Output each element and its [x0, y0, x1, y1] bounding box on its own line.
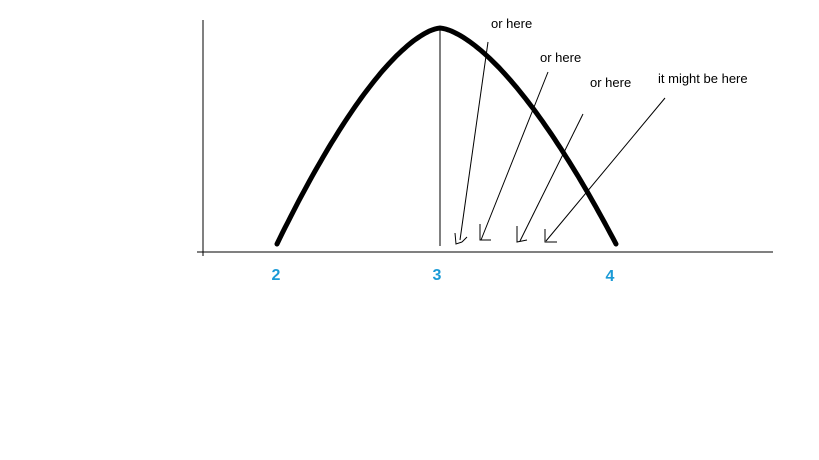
- annotation-text-4: it might be here: [658, 71, 748, 86]
- annotation-arrow-3-head: [516, 226, 528, 243]
- annotation-arrow-1-head: [454, 232, 468, 245]
- annotation-arrow-2-head: [479, 224, 491, 241]
- annotation-text-2: or here: [540, 50, 581, 65]
- annotation-arrow-4-head: [544, 229, 557, 243]
- x-tick-label-4: 4: [606, 268, 615, 285]
- annotation-arrows: [454, 41, 666, 245]
- annotation-arrow-2: [480, 71, 549, 241]
- annotation-text-1: or here: [491, 16, 532, 31]
- annotation-arrow-1: [459, 41, 489, 241]
- x-tick-label-3: 3: [433, 267, 442, 284]
- annotation-text-3: or here: [590, 75, 631, 90]
- annotation-arrow-3: [519, 113, 584, 242]
- x-tick-label-2: 2: [272, 267, 281, 284]
- annotation-arrow-4: [545, 97, 666, 242]
